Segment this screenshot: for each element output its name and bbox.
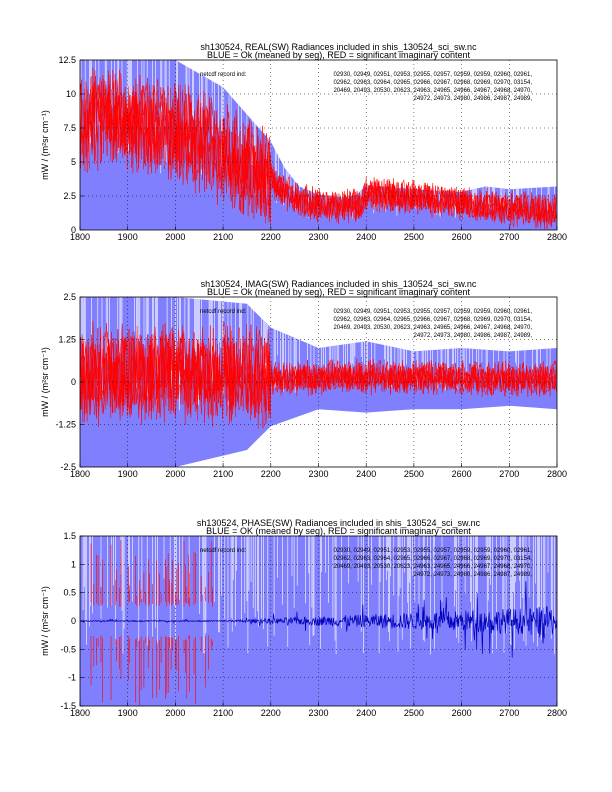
annotation-line: 02930, 02949, 02951, 02953, 02955, 02957… <box>333 72 532 78</box>
annotation-line: 24972, 24973, 24980, 24986, 24987, 24989… <box>414 96 533 102</box>
record-annotation: netcdf record ind: 02930, 02949, 02951, 0… <box>200 548 532 578</box>
x-tick-label: 2500 <box>404 469 424 479</box>
y-axis-label: mW / (m²sr cm⁻¹) <box>40 110 50 180</box>
chart-subtitle: BLUE = Ok (meaned by seg), RED = signifi… <box>207 287 471 297</box>
x-tick-label: 2500 <box>404 708 424 718</box>
x-tick-label: 2700 <box>499 469 519 479</box>
annotation-line: 20469, 20493, 20530, 20623, 24963, 24965… <box>333 88 532 94</box>
annotation-line: 02930, 02949, 02951, 02953, 02955, 02957… <box>333 309 532 315</box>
chart-title: sh130524, REAL(SW) Radiances included in… <box>200 42 477 52</box>
chart-subtitle: BLUE = Ok (meaned by seg), RED = signifi… <box>207 50 471 60</box>
y-tick-label: 10 <box>66 89 76 99</box>
annotation-line: 24972, 24973, 24980, 24986, 24987, 24989… <box>414 333 533 339</box>
y-tick-label: -0.5 <box>60 644 76 654</box>
chart-panel-2: 1800 1900 2000 2100 2200 2300 2400 2500 2600 2700… <box>40 279 567 479</box>
annotation-line: 20469, 20493, 20530, 20623, 24963, 24965… <box>333 325 532 331</box>
y-tick-label: -1.5 <box>60 701 76 711</box>
y-tick-label: 0 <box>71 225 76 235</box>
x-tick-label: 2800 <box>547 232 567 242</box>
y-tick-label: 7.5 <box>63 123 76 133</box>
y-tick-label: -1.25 <box>55 420 76 430</box>
x-tick-label: 2000 <box>165 469 185 479</box>
x-tick-label: 2500 <box>404 232 424 242</box>
y-tick-label: 0 <box>71 616 76 626</box>
x-tick-label: 2200 <box>261 469 281 479</box>
y-tick-label: 1.25 <box>58 335 76 345</box>
series-red-trace <box>80 70 557 228</box>
y-axis-label: mW / (m²sr cm⁻¹) <box>40 347 50 417</box>
x-tick-label: 2800 <box>547 708 567 718</box>
record-annotation: netcdf record ind: 02930, 02949, 02951, 0… <box>200 72 532 102</box>
series-red-trace <box>90 540 213 706</box>
series-blue-phase-line <box>80 581 557 658</box>
annotation-line: 24972, 24973, 24980, 24986, 24987, 24989… <box>414 572 533 578</box>
annotation-line: 02962, 02963, 02964, 02965, 02966, 02967… <box>333 556 532 562</box>
y-tick-label: 1 <box>71 559 76 569</box>
x-tick-label: 2800 <box>547 469 567 479</box>
x-tick-label: 2300 <box>308 469 328 479</box>
annotation-label: netcdf record ind: <box>200 548 247 554</box>
y-tick-label: -2.5 <box>60 462 76 472</box>
x-tick-label: 2600 <box>452 232 472 242</box>
x-tick-label: 2700 <box>499 232 519 242</box>
y-tick-label: 2.5 <box>63 292 76 302</box>
x-tick-label: 2400 <box>356 232 376 242</box>
x-tick-label: 1900 <box>118 708 138 718</box>
x-tick-label: 1800 <box>70 708 90 718</box>
y-axis-label: mW / (m²sr cm⁻¹) <box>40 586 50 656</box>
y-tick-label: 2.5 <box>63 191 76 201</box>
y-tick-label: 1.5 <box>63 531 76 541</box>
record-annotation: netcdf record ind: 02930, 02949, 02951, 0… <box>200 309 532 339</box>
chart-panel-1: 1800 1900 2000 2100 2200 2300 2400 2500 2600 2700… <box>40 42 567 242</box>
x-tick-label: 2200 <box>261 708 281 718</box>
x-tick-label: 2100 <box>213 232 233 242</box>
y-tick-label: 0 <box>71 377 76 387</box>
y-tick-label: -1 <box>68 673 76 683</box>
x-tick-label: 2100 <box>213 708 233 718</box>
y-tick-label: 0.5 <box>63 588 76 598</box>
annotation-line: 02962, 02963, 02964, 02965, 02966, 02967… <box>333 317 532 323</box>
chart-subtitle: BLUE = OK (meaned by seg), RED = signifi… <box>206 526 471 536</box>
chart-title: sh130524, IMAG(SW) Radiances included in… <box>201 279 477 289</box>
x-tick-label: 2200 <box>261 232 281 242</box>
x-tick-label: 1900 <box>118 232 138 242</box>
x-tick-label: 1800 <box>70 469 90 479</box>
x-tick-label: 2300 <box>308 708 328 718</box>
annotation-line: 02962, 02963, 02964, 02965, 02966, 02967… <box>333 80 532 86</box>
series-blue-gaps <box>80 536 555 655</box>
y-tick-label: 5 <box>71 157 76 167</box>
x-tick-label: 2100 <box>213 469 233 479</box>
annotation-line: 02930, 02949, 02951, 02953, 02955, 02957… <box>333 548 532 554</box>
chart-title: sh130524, PHASE(SW) Radiances included i… <box>197 518 481 528</box>
x-tick-label: 1900 <box>118 469 138 479</box>
x-tick-label: 2400 <box>356 708 376 718</box>
chart-panel-3: 1800 1900 2000 2100 2200 2300 2400 2500 2600 2700… <box>40 518 567 718</box>
x-tick-label: 2400 <box>356 469 376 479</box>
x-tick-label: 2700 <box>499 708 519 718</box>
annotation-line: 20469, 20493, 20530, 20623, 24963, 24965… <box>333 564 532 570</box>
x-tick-label: 2000 <box>165 232 185 242</box>
x-tick-label: 2000 <box>165 708 185 718</box>
x-tick-label: 2300 <box>308 232 328 242</box>
x-tick-label: 2600 <box>452 469 472 479</box>
series-red-trace <box>80 320 557 430</box>
y-tick-label: 12.5 <box>58 55 76 65</box>
x-tick-label: 2600 <box>452 708 472 718</box>
annotation-label: netcdf record ind: <box>200 72 247 78</box>
annotation-label: netcdf record ind: <box>200 309 247 315</box>
x-tick-label: 1800 <box>70 232 90 242</box>
